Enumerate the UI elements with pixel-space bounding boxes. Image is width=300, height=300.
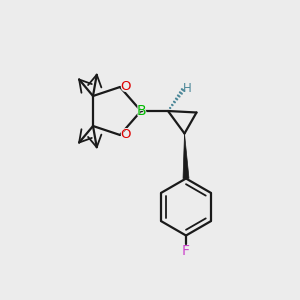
Text: O: O <box>120 128 130 142</box>
Polygon shape <box>183 134 189 178</box>
Text: B: B <box>137 104 146 118</box>
Text: O: O <box>119 128 132 142</box>
Text: O: O <box>119 80 132 94</box>
Text: F: F <box>182 244 190 258</box>
Text: B: B <box>136 103 147 118</box>
Text: H: H <box>183 82 192 95</box>
Text: O: O <box>120 80 130 94</box>
